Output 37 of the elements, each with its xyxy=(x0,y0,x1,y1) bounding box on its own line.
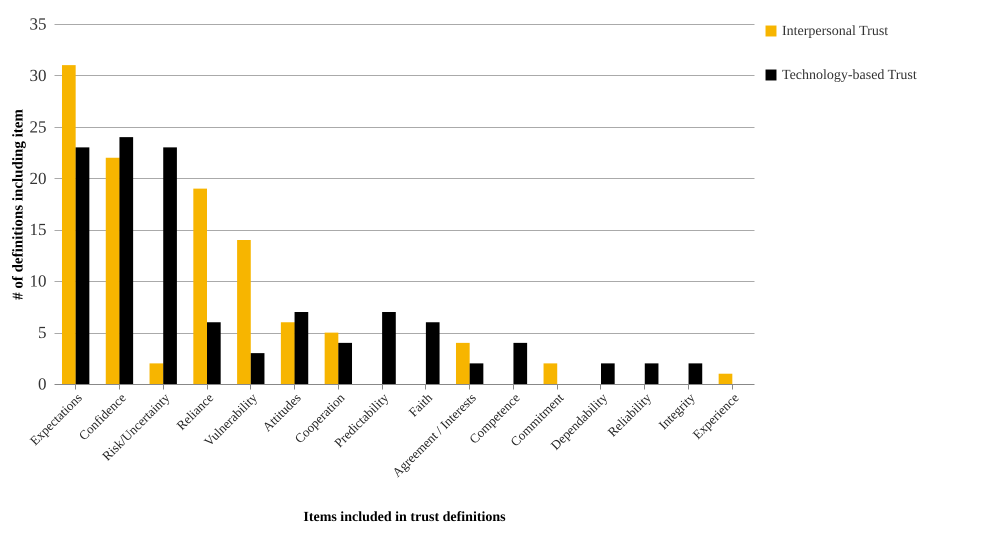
y-tick-label: 20 xyxy=(30,168,46,188)
legend-label: Technology-based Trust xyxy=(782,68,917,83)
y-tick-label: 35 xyxy=(30,14,46,34)
bar xyxy=(62,65,76,384)
bar xyxy=(718,374,732,384)
bar xyxy=(193,188,207,384)
y-axis-title: # of definitions including item xyxy=(10,108,26,300)
y-tick-label: 25 xyxy=(30,117,46,136)
bar xyxy=(119,137,134,384)
y-tick-label: 30 xyxy=(30,66,46,85)
legend-label: Interpersonal Trust xyxy=(782,24,888,39)
bar xyxy=(150,363,164,384)
bar xyxy=(324,332,338,384)
bar xyxy=(250,353,264,384)
y-tick-label: 0 xyxy=(38,374,46,394)
bar xyxy=(470,363,484,384)
bar xyxy=(338,342,352,384)
bar xyxy=(426,322,440,384)
bar xyxy=(644,363,658,384)
bar xyxy=(294,312,308,384)
bar xyxy=(106,158,120,384)
bar xyxy=(382,312,396,384)
bar xyxy=(163,147,177,384)
bar xyxy=(207,322,221,384)
x-tick-label: Faith xyxy=(406,390,436,420)
bar xyxy=(544,363,558,384)
bar xyxy=(513,342,528,384)
bar xyxy=(456,342,470,384)
bar xyxy=(280,322,295,384)
y-tick-label: 10 xyxy=(30,272,46,291)
bar xyxy=(688,363,702,384)
x-axis-title: Items included in trust definitions xyxy=(303,510,506,525)
bar xyxy=(237,240,251,384)
bar xyxy=(601,363,615,384)
bar xyxy=(76,147,90,384)
y-tick-label: 15 xyxy=(30,220,46,240)
y-tick-label: 5 xyxy=(38,323,46,342)
